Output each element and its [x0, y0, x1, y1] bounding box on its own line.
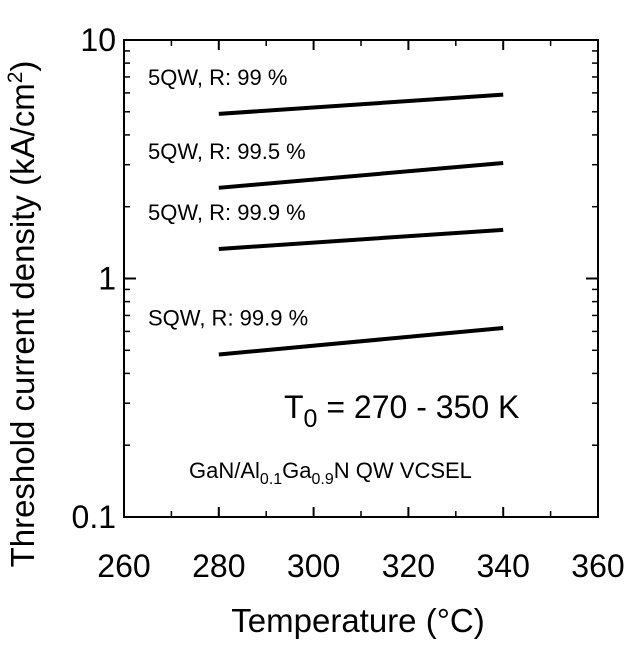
y-axis-title-end: )	[4, 61, 41, 72]
y-axis-title-main: Threshold current density (kA/cm	[4, 83, 41, 567]
series-line-3	[218, 227, 504, 251]
t0-rest: = 270 - 350 K	[317, 389, 519, 425]
series-label-3: 5QW, R: 99.9 %	[148, 200, 306, 225]
series-labels: 5QW, R: 99 % 5QW, R: 99.5 % 5QW, R: 99.9 %…	[148, 65, 308, 331]
series-lines	[218, 92, 504, 357]
series-label-2: 5QW, R: 99.5 %	[148, 139, 306, 164]
y-axis-title-sup: 2	[4, 72, 27, 84]
x-tick-label: 280	[192, 548, 245, 584]
x-tick-label: 260	[97, 548, 150, 584]
t0-prefix: T	[284, 389, 304, 425]
series-label-1: 5QW, R: 99 %	[148, 65, 287, 90]
device-p1: GaN/Al	[189, 458, 260, 483]
t0-subscript: 0	[304, 405, 318, 433]
x-tick-label: 360	[571, 548, 624, 584]
series-label-4: SQW, R: 99.9 %	[148, 306, 308, 331]
x-tick-label: 300	[287, 548, 340, 584]
device-s2: 0.9	[312, 471, 334, 488]
y-tick-label: 0.1	[72, 499, 116, 535]
x-tick-label: 340	[477, 548, 530, 584]
series-line-4	[218, 326, 504, 357]
device-p2: Ga	[282, 458, 312, 483]
series-line-1	[218, 92, 504, 116]
series-line-2	[218, 161, 504, 190]
y-axis-title: Threshold current density (kA/cm2)	[4, 61, 41, 568]
y-tick-label: 10	[80, 22, 116, 58]
device-p3: N QW VCSEL	[334, 458, 472, 483]
plot-frame	[123, 39, 599, 518]
device-s1: 0.1	[260, 471, 282, 488]
plot-axes	[123, 39, 599, 518]
x-tick-label: 320	[382, 548, 435, 584]
y-tick-label: 1	[98, 261, 116, 297]
axis-ticks: 260 280 300 320 340 360 0.1 1 10	[72, 22, 625, 584]
x-axis-title: Temperature (°C)	[231, 602, 484, 639]
device-annotation: GaN/Al0.1Ga0.9N QW VCSEL	[189, 458, 472, 488]
t0-annotation: T0 = 270 - 350 K	[284, 389, 519, 433]
